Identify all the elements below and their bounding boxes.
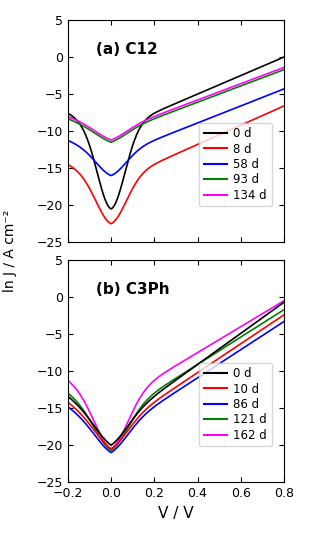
Legend: 0 d, 8 d, 58 d, 93 d, 134 d: 0 d, 8 d, 58 d, 93 d, 134 d bbox=[199, 123, 272, 206]
X-axis label: V / V: V / V bbox=[158, 506, 194, 521]
Text: (b) C3Ph: (b) C3Ph bbox=[96, 282, 170, 297]
Text: (a) C12: (a) C12 bbox=[96, 42, 158, 57]
Legend: 0 d, 10 d, 86 d, 121 d, 162 d: 0 d, 10 d, 86 d, 121 d, 162 d bbox=[199, 363, 272, 446]
Text: ln J / A cm⁻²: ln J / A cm⁻² bbox=[3, 210, 17, 292]
